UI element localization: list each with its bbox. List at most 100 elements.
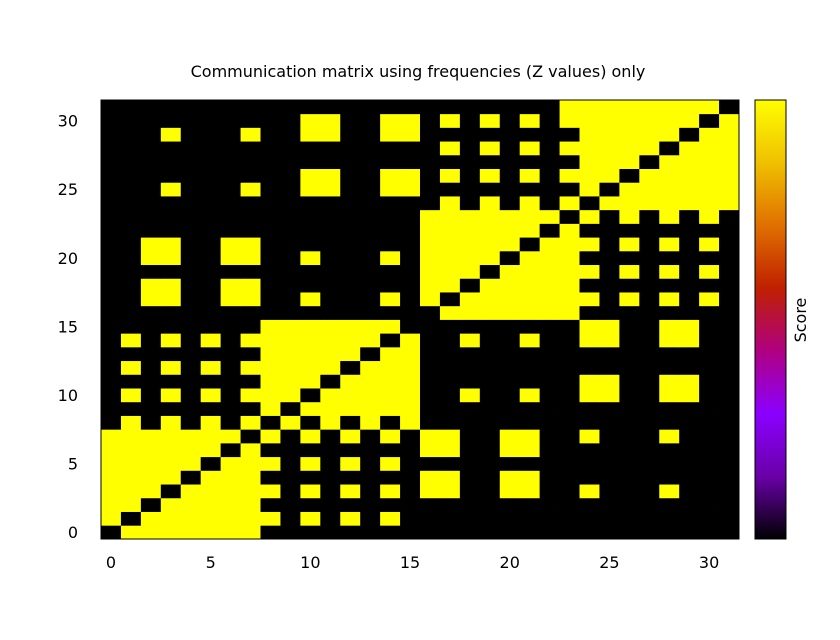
heatmap-cell (160, 127, 182, 142)
heatmap-cell (320, 401, 341, 416)
heatmap-cell (479, 497, 501, 512)
heatmap-cell (400, 374, 421, 389)
heatmap-cell (639, 168, 660, 183)
heatmap-cell (220, 292, 241, 307)
heatmap-cell (180, 223, 202, 238)
heatmap-cell (479, 113, 501, 128)
heatmap-cell (360, 484, 381, 499)
heatmap-cell (200, 141, 222, 156)
heatmap-cell (220, 250, 241, 266)
heatmap-cell (499, 470, 521, 485)
heatmap-cell (320, 346, 341, 362)
heatmap-cell (360, 346, 381, 362)
heatmap-cell (439, 442, 461, 458)
heatmap-cell (719, 292, 740, 307)
heatmap-cell (160, 141, 182, 156)
heatmap-cell (479, 127, 501, 142)
heatmap-cell (599, 319, 620, 334)
heatmap-cell (539, 525, 560, 540)
heatmap-cell (400, 401, 421, 416)
heatmap-cell (280, 511, 301, 526)
heatmap-cell (619, 209, 640, 224)
heatmap-cell (699, 182, 720, 197)
heatmap-cell (420, 141, 441, 156)
heatmap-cell (400, 470, 421, 485)
heatmap-cell (360, 470, 381, 485)
heatmap-cell (659, 141, 680, 156)
heatmap-cell (499, 278, 521, 293)
heatmap-cell (101, 223, 122, 238)
heatmap-cell (499, 415, 521, 430)
colorbar (754, 99, 787, 540)
heatmap-cell (140, 525, 162, 540)
heatmap-cell (479, 278, 501, 293)
heatmap-cell (220, 346, 241, 362)
heatmap-cell (559, 292, 580, 307)
heatmap-cell (300, 127, 321, 142)
heatmap-cell (260, 525, 281, 540)
heatmap-cell (140, 374, 162, 389)
heatmap-cell (360, 333, 381, 348)
heatmap-cell (140, 168, 162, 183)
heatmap-cell (340, 525, 361, 540)
heatmap-cell (320, 100, 341, 115)
heatmap-cell (140, 360, 162, 375)
heatmap-cell (699, 237, 720, 252)
heatmap-cell (599, 113, 620, 128)
heatmap-cell (120, 250, 142, 266)
heatmap-cell (420, 182, 441, 197)
heatmap-cell (400, 319, 421, 334)
heatmap-cell (101, 525, 122, 540)
heatmap-cell (320, 319, 341, 334)
heatmap-cell (400, 209, 421, 224)
heatmap-cell (639, 250, 660, 266)
heatmap-cell (659, 525, 680, 540)
heatmap-cell (300, 223, 321, 238)
heatmap-cell (699, 209, 720, 224)
heatmap-cell (240, 388, 261, 403)
heatmap-cell (599, 127, 620, 142)
heatmap-cell (719, 250, 740, 266)
heatmap-cell (380, 525, 401, 540)
heatmap-cell (180, 113, 202, 128)
heatmap-cell (360, 182, 381, 197)
heatmap-cell (439, 264, 461, 279)
heatmap-cell (559, 429, 580, 444)
heatmap-cell (160, 415, 182, 430)
heatmap-cell (120, 305, 142, 320)
colorbar-label: Score (791, 298, 810, 343)
heatmap-cell (519, 374, 541, 389)
heatmap-cell (679, 264, 700, 279)
heatmap-cell (320, 442, 341, 458)
heatmap-cell (160, 333, 182, 348)
heatmap-cell (260, 168, 281, 183)
heatmap-cell (420, 346, 441, 362)
heatmap-cell (280, 456, 301, 471)
heatmap-cell (459, 154, 481, 169)
heatmap-cell (300, 525, 321, 540)
heatmap-cell (559, 497, 580, 512)
heatmap-cell (479, 141, 501, 156)
heatmap-cell (120, 100, 142, 115)
heatmap-cell (280, 346, 301, 362)
heatmap-cell (559, 484, 580, 499)
heatmap-cell (420, 388, 441, 403)
heatmap-cell (180, 278, 202, 293)
heatmap-cell (639, 388, 660, 403)
heatmap-cell (220, 100, 241, 115)
heatmap-cell (599, 100, 620, 115)
heatmap-cell (260, 237, 281, 252)
heatmap-cell (539, 484, 560, 499)
heatmap-cell (519, 319, 541, 334)
heatmap-cell (280, 100, 301, 115)
heatmap-cell (160, 250, 182, 266)
heatmap-cell (260, 511, 281, 526)
heatmap-cell (599, 374, 620, 389)
heatmap-cell (260, 374, 281, 389)
heatmap-cell (380, 278, 401, 293)
heatmap-cell (439, 154, 461, 169)
heatmap-cell (679, 374, 700, 389)
heatmap-cell (420, 196, 441, 211)
heatmap-cell (639, 346, 660, 362)
heatmap-cell (120, 511, 142, 526)
